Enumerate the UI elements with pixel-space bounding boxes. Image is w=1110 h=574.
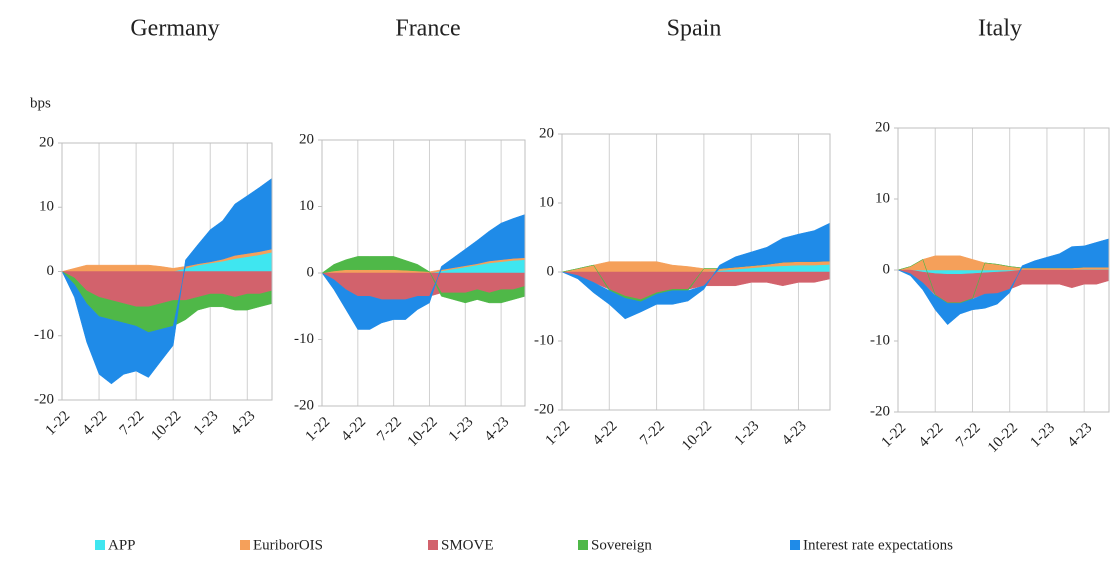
x-tick-label: 4-23 [1065,420,1096,451]
y-tick-label: -10 [34,327,54,343]
legend-label: APP [108,537,136,553]
legend-label: Sovereign [591,537,652,553]
x-tick-label: 4-23 [482,414,513,445]
y-tick-label: 10 [39,199,54,215]
x-tick-label: 1-23 [1027,420,1058,451]
legend-swatch [790,540,800,550]
x-tick-label: 7-22 [637,418,668,449]
plot-frame [897,127,1110,413]
legend-label: Interest rate expectations [803,537,953,553]
x-tick-label: 7-22 [117,408,148,439]
x-tick-label: 1-22 [302,414,333,445]
x-tick-label: 4-23 [228,408,259,439]
x-tick-label: 1-22 [42,408,73,439]
y-tick-label: 10 [299,198,314,214]
x-tick-label: 4-22 [338,414,369,445]
x-tick-label: 10-22 [985,420,1021,456]
y-tick-label: 20 [39,134,54,150]
legend-swatch [95,540,105,550]
x-tick-label: 1-23 [732,418,763,449]
plot-frame [561,133,831,411]
x-tick-label: 7-22 [953,420,984,451]
y-tick-label: -20 [870,403,890,419]
y-tick-label: -10 [534,332,554,348]
legend-swatch [428,540,438,550]
y-axis-label: bps [30,95,51,111]
legend-label: SMOVE [441,537,494,553]
y-tick-label: 20 [299,131,314,147]
y-tick-label: -10 [870,332,890,348]
y-tick-label: 20 [539,125,554,141]
panel-title: Italy [978,16,1022,42]
panel-title: France [395,16,460,42]
x-tick-label: 4-22 [590,418,621,449]
x-tick-label: 1-23 [446,414,477,445]
x-tick-label: 1-22 [878,420,909,451]
x-tick-label: 4-23 [779,418,810,449]
plot-frame [61,142,273,401]
y-tick-label: -10 [294,331,314,347]
y-tick-label: -20 [534,401,554,417]
x-tick-label: 10-22 [405,414,441,450]
y-tick-label: 0 [307,264,315,280]
y-tick-label: 0 [47,263,55,279]
y-tick-label: 10 [875,190,890,206]
x-tick-label: 7-22 [374,414,405,445]
legend-swatch [240,540,250,550]
y-tick-label: 20 [875,119,890,135]
x-tick-label: 10-22 [679,418,715,454]
plot-frame [321,139,526,407]
x-tick-label: 4-22 [80,408,111,439]
y-tick-label: 0 [883,261,891,277]
y-tick-label: 0 [547,263,555,279]
y-tick-label: -20 [294,397,314,413]
y-tick-label: 10 [539,194,554,210]
x-tick-label: 1-23 [191,408,222,439]
panel-title: Germany [130,16,219,42]
panel-title: Spain [667,16,722,42]
x-tick-label: 1-22 [542,418,573,449]
legend-label: EuriborOIS [253,537,323,553]
legend-swatch [578,540,588,550]
x-tick-label: 4-22 [916,420,947,451]
x-tick-label: 10-22 [148,408,184,444]
y-tick-label: -20 [34,391,54,407]
